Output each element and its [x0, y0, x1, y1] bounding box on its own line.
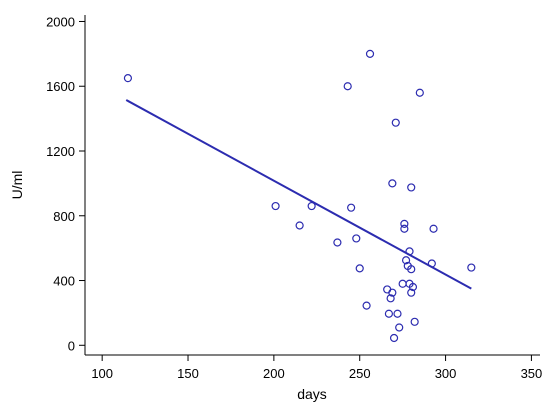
- data-point: [388, 288, 397, 297]
- y-ticks: 0 400 800 1200 1600 2000: [46, 14, 85, 353]
- data-point: [391, 118, 400, 127]
- data-point: [401, 256, 411, 265]
- x-tick-label: 250: [349, 366, 371, 381]
- data-point: [393, 309, 402, 318]
- data-point: [383, 285, 392, 294]
- fit-line-group: [125, 99, 472, 290]
- data-points: [123, 49, 476, 343]
- x-tick-label: 150: [177, 366, 199, 381]
- y-tick-label: 800: [53, 209, 75, 224]
- data-point: [407, 183, 416, 192]
- data-point: [388, 179, 397, 188]
- data-point: [123, 74, 133, 83]
- data-point: [400, 219, 409, 228]
- data-point: [347, 203, 356, 212]
- data-point: [362, 301, 371, 310]
- axes: [84, 15, 540, 356]
- data-point: [352, 234, 361, 243]
- data-point: [410, 317, 419, 326]
- y-tick-label: 2000: [46, 14, 75, 29]
- data-point: [307, 201, 316, 211]
- data-point: [400, 224, 409, 233]
- y-tick-label: 400: [53, 274, 75, 289]
- x-ticks: 100 150 200 250 300 350: [91, 355, 542, 381]
- data-point: [467, 263, 476, 272]
- regression-line: [125, 99, 472, 290]
- data-point: [398, 279, 407, 288]
- data-point: [343, 82, 352, 91]
- x-tick-label: 300: [435, 366, 457, 381]
- x-tick-label: 350: [521, 366, 543, 381]
- data-point: [415, 88, 424, 97]
- data-point: [429, 224, 438, 233]
- x-tick-label: 100: [91, 366, 113, 381]
- y-axis-label: U/ml: [9, 171, 25, 200]
- data-point: [407, 265, 416, 274]
- data-point: [333, 238, 342, 247]
- y-tick-label: 1200: [46, 144, 75, 159]
- data-point: [384, 309, 394, 318]
- x-tick-label: 200: [263, 366, 285, 381]
- data-point: [408, 282, 418, 292]
- data-point: [407, 288, 416, 297]
- data-point: [355, 264, 364, 273]
- y-tick-label: 1600: [46, 79, 75, 94]
- data-point: [365, 49, 375, 58]
- data-point: [271, 201, 280, 211]
- data-point: [386, 294, 395, 303]
- y-tick-label: 0: [68, 338, 75, 353]
- data-point: [395, 323, 404, 332]
- data-point: [389, 333, 399, 343]
- x-axis-label: days: [297, 386, 327, 402]
- data-point: [295, 221, 304, 230]
